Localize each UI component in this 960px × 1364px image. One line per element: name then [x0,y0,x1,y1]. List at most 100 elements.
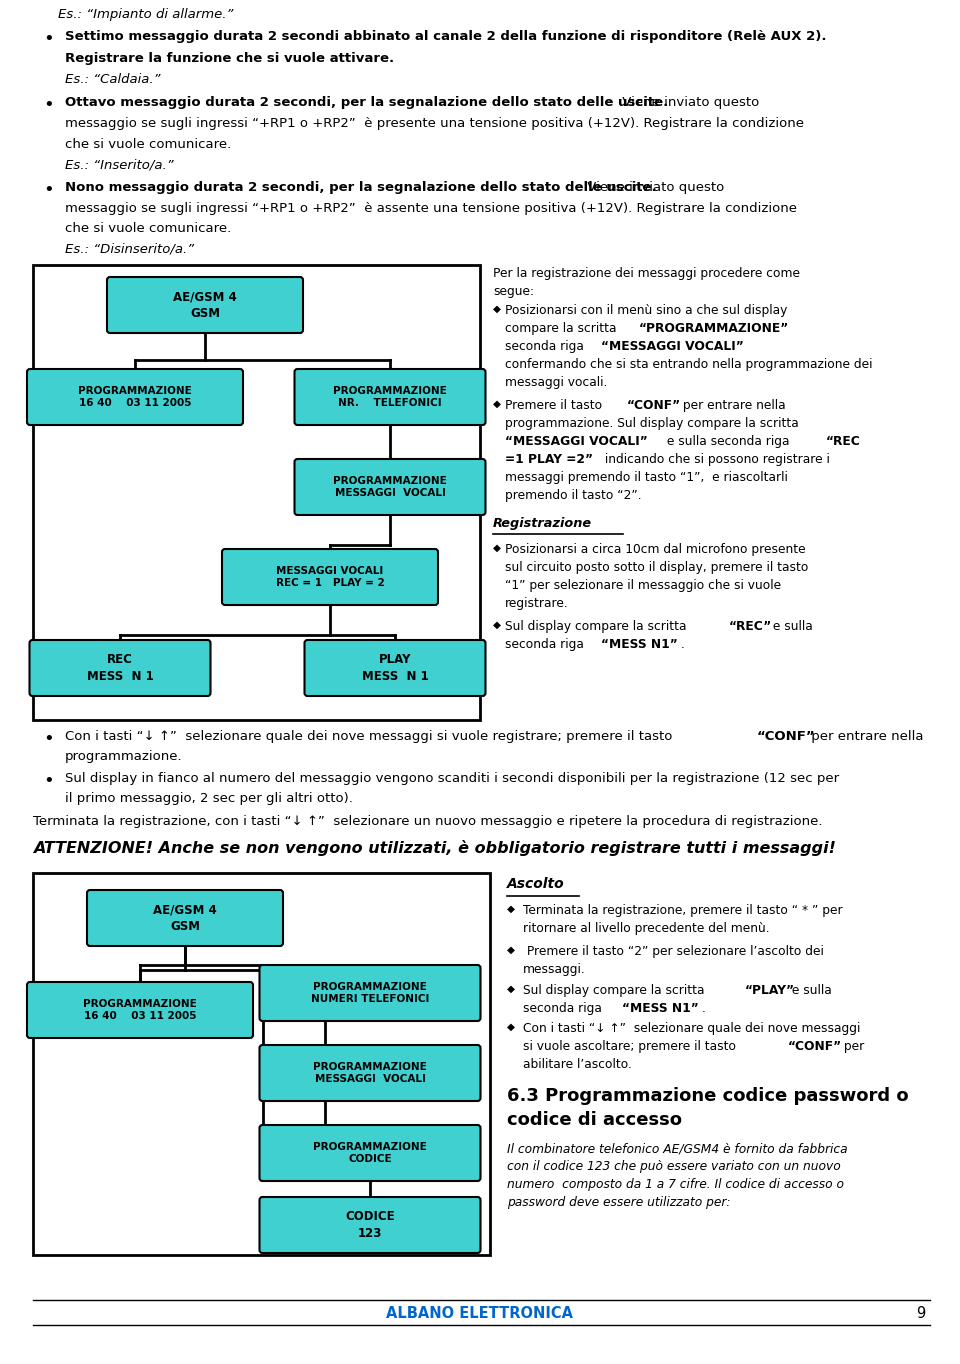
Text: Registrazione: Registrazione [493,517,592,531]
Text: PROGRAMMAZIONE
NUMERI TELEFONICI: PROGRAMMAZIONE NUMERI TELEFONICI [311,982,429,1004]
Text: il primo messaggio, 2 sec per gli altri otto).: il primo messaggio, 2 sec per gli altri … [65,792,353,805]
Text: “CONF”: “CONF” [627,400,682,412]
Text: ◆: ◆ [493,543,501,552]
Text: MESSAGGI VOCALI
REC = 1   PLAY = 2: MESSAGGI VOCALI REC = 1 PLAY = 2 [276,566,384,588]
Text: programmazione.: programmazione. [65,750,182,762]
Text: Con i tasti “↓ ↑”  selezionare quale dei nove messaggi: Con i tasti “↓ ↑” selezionare quale dei … [523,1022,860,1035]
FancyBboxPatch shape [27,982,253,1038]
FancyBboxPatch shape [30,640,210,696]
Text: messaggio se sugli ingressi “+RP1 o +RP2”  è assente una tensione positiva (+12V: messaggio se sugli ingressi “+RP1 o +RP2… [65,202,797,216]
Text: premendo il tasto “2”.: premendo il tasto “2”. [505,490,641,502]
Text: Viene inviato questo: Viene inviato questo [618,95,759,109]
Text: Ascolto: Ascolto [507,877,564,891]
Text: Per la registrazione dei messaggi procedere come: Per la registrazione dei messaggi proced… [493,267,800,280]
Text: numero  composto da 1 a 7 cifre. Il codice di accesso o: numero composto da 1 a 7 cifre. Il codic… [507,1178,844,1191]
Text: Es.: “Disinserito/a.”: Es.: “Disinserito/a.” [65,241,194,255]
FancyBboxPatch shape [27,370,243,426]
Text: 6.3 Programmazione codice password o: 6.3 Programmazione codice password o [507,1087,908,1105]
FancyBboxPatch shape [87,889,283,947]
Text: Terminata la registrazione, premere il tasto “ * ” per: Terminata la registrazione, premere il t… [523,904,843,917]
Text: abilitare l’ascolto.: abilitare l’ascolto. [523,1058,632,1071]
Bar [33,873,490,1255]
Text: AE/GSM 4
GSM: AE/GSM 4 GSM [173,291,237,319]
Text: Sul display compare la scritta: Sul display compare la scritta [523,983,708,997]
Text: PROGRAMMAZIONE
MESSAGGI  VOCALI: PROGRAMMAZIONE MESSAGGI VOCALI [333,476,446,498]
Text: ATTENZIONE! Anche se non vengono utilizzati, è obbligatorio registrare tutti i m: ATTENZIONE! Anche se non vengono utilizz… [33,840,836,857]
FancyBboxPatch shape [295,460,486,516]
Text: codice di accesso: codice di accesso [507,1112,682,1129]
Text: Premere il tasto “2” per selezionare l’ascolto dei: Premere il tasto “2” per selezionare l’a… [523,945,824,958]
Text: Il combinatore telefonico AE/GSM4 è fornito da fabbrica: Il combinatore telefonico AE/GSM4 è forn… [507,1142,848,1155]
Text: Posizionarsi a circa 10cm dal microfono presente: Posizionarsi a circa 10cm dal microfono … [505,543,805,557]
Text: •: • [43,730,54,747]
Text: messaggi premendo il tasto “1”,  e riascoltarli: messaggi premendo il tasto “1”, e riasco… [505,471,788,484]
Text: “MESSAGGI VOCALI”: “MESSAGGI VOCALI” [601,340,744,353]
Text: compare la scritta: compare la scritta [505,322,620,336]
FancyBboxPatch shape [222,548,438,606]
Text: PROGRAMMAZIONE
CODICE: PROGRAMMAZIONE CODICE [313,1142,427,1165]
Text: =1 PLAY =2”: =1 PLAY =2” [505,453,593,466]
FancyBboxPatch shape [259,1198,481,1254]
Text: ◆: ◆ [507,945,515,955]
Text: Es.: “Caldaia.”: Es.: “Caldaia.” [65,74,160,86]
Text: •: • [43,30,54,48]
Text: AE/GSM 4
GSM: AE/GSM 4 GSM [154,903,217,933]
Text: Settimo messaggio durata 2 secondi abbinato al canale 2 della funzione di rispon: Settimo messaggio durata 2 secondi abbin… [65,30,827,44]
Text: messaggi vocali.: messaggi vocali. [505,376,608,389]
Text: ◆: ◆ [507,1022,515,1033]
FancyBboxPatch shape [304,640,486,696]
Text: “PROGRAMMAZIONE”: “PROGRAMMAZIONE” [639,322,789,336]
Text: .: . [702,1003,706,1015]
FancyBboxPatch shape [295,370,486,426]
Text: PROGRAMMAZIONE
MESSAGGI  VOCALI: PROGRAMMAZIONE MESSAGGI VOCALI [313,1061,427,1084]
Text: “MESS N1”: “MESS N1” [622,1003,699,1015]
Text: che si vuole comunicare.: che si vuole comunicare. [65,138,231,151]
Text: Registrare la funzione che si vuole attivare.: Registrare la funzione che si vuole atti… [65,52,395,65]
Text: “MESSAGGI VOCALI”: “MESSAGGI VOCALI” [505,435,648,447]
Text: .: . [681,638,684,651]
Text: e sulla seconda riga: e sulla seconda riga [663,435,793,447]
Text: sul circuito posto sotto il display, premere il tasto: sul circuito posto sotto il display, pre… [505,561,808,574]
Text: Con i tasti “↓ ↑”  selezionare quale dei nove messaggi si vuole registrare; prem: Con i tasti “↓ ↑” selezionare quale dei … [65,730,677,743]
FancyBboxPatch shape [107,277,303,333]
Text: si vuole ascoltare; premere il tasto: si vuole ascoltare; premere il tasto [523,1039,740,1053]
Text: PLAY
MESS  N 1: PLAY MESS N 1 [362,653,428,683]
Text: seconda riga: seconda riga [505,340,588,353]
Text: Sul display in fianco al numero del messaggio vengono scanditi i secondi disponi: Sul display in fianco al numero del mess… [65,772,839,786]
Text: per: per [840,1039,864,1053]
Text: Nono messaggio durata 2 secondi, per la segnalazione dello stato delle uscite.: Nono messaggio durata 2 secondi, per la … [65,181,657,194]
Text: PROGRAMMAZIONE
16 40    03 11 2005: PROGRAMMAZIONE 16 40 03 11 2005 [78,386,192,408]
FancyBboxPatch shape [259,964,481,1022]
Text: che si vuole comunicare.: che si vuole comunicare. [65,222,231,235]
Text: “PLAY”: “PLAY” [745,983,795,997]
Text: ◆: ◆ [493,400,501,409]
Text: password deve essere utilizzato per:: password deve essere utilizzato per: [507,1196,731,1209]
Text: messaggi.: messaggi. [523,963,586,977]
Text: e sulla: e sulla [788,983,831,997]
Text: “MESS N1”: “MESS N1” [601,638,678,651]
Text: CODICE
123: CODICE 123 [346,1210,395,1240]
Text: •: • [43,95,54,115]
Text: 9: 9 [916,1305,925,1320]
Text: “1” per selezionare il messaggio che si vuole: “1” per selezionare il messaggio che si … [505,578,781,592]
Text: programmazione. Sul display compare la scritta: programmazione. Sul display compare la s… [505,417,799,430]
Text: registrare.: registrare. [505,597,568,610]
Text: messaggio se sugli ingressi “+RP1 o +RP2”  è presente una tensione positiva (+12: messaggio se sugli ingressi “+RP1 o +RP2… [65,117,804,130]
Text: per entrare nella: per entrare nella [679,400,785,412]
Text: ◆: ◆ [493,304,501,314]
Text: Viene inviato questo: Viene inviato questo [583,181,724,194]
Text: e sulla: e sulla [769,621,813,633]
Text: Sul display compare la scritta: Sul display compare la scritta [505,621,690,633]
Text: seconda riga: seconda riga [505,638,588,651]
Text: REC
MESS  N 1: REC MESS N 1 [86,653,154,683]
Text: ◆: ◆ [493,621,501,630]
Text: confermando che si sta entrando nella programmazione dei: confermando che si sta entrando nella pr… [505,357,873,371]
Text: •: • [43,181,54,199]
Text: “CONF”: “CONF” [757,730,816,743]
Bar [33,265,480,720]
Text: Premere il tasto: Premere il tasto [505,400,606,412]
Text: ◆: ◆ [507,983,515,994]
Text: ritornare al livello precedente del menù.: ritornare al livello precedente del menù… [523,922,770,934]
Text: ALBANO ELETTRONICA: ALBANO ELETTRONICA [387,1305,573,1320]
Text: PROGRAMMAZIONE
NR.    TELEFONICI: PROGRAMMAZIONE NR. TELEFONICI [333,386,446,408]
